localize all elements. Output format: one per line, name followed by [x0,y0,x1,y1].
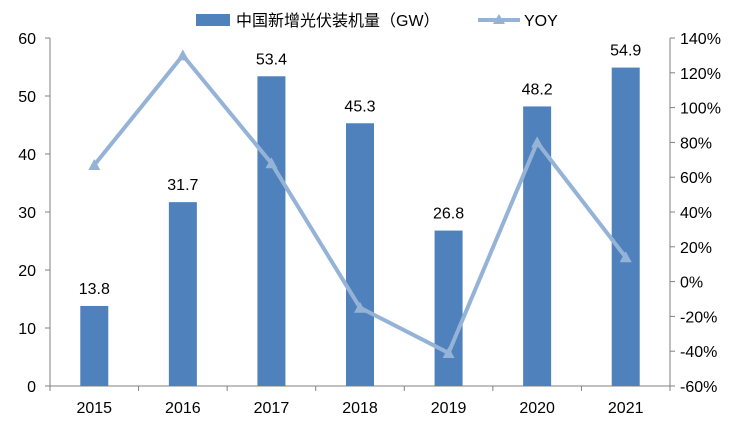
y-left-tick-label: 60 [18,31,36,48]
x-tick-label: 2017 [254,400,290,417]
y-right-tick-label: 140% [680,31,721,48]
bar [257,76,286,386]
legend: 中国新增光伏装机量（GW） YOY [196,12,558,30]
y-left-tick-label: 40 [18,147,36,164]
y-right-tick-label: -60% [680,379,717,396]
bar [346,123,374,386]
y-left-tick-label: 30 [18,205,36,222]
yoy-point [265,157,278,169]
bar-data-label: 53.4 [256,51,287,68]
y-right-tick-label: 0% [680,275,703,292]
legend-line-marker [493,14,505,24]
yoy-point [88,159,101,171]
y-right-tick-label: 80% [680,135,712,152]
bar-series [80,67,640,386]
y-right-tick-label: 120% [680,66,721,83]
y-left-tick-label: 50 [18,89,36,106]
yoy-point [619,251,632,263]
x-tick-label: 2018 [342,400,378,417]
y-right-tick-label: 100% [680,101,721,118]
yoy-point [354,301,366,313]
bar [611,67,640,386]
y-right-tick-label: -20% [680,309,717,326]
yoy-point [442,346,455,358]
yoy-line-series [88,49,632,358]
yoy-point [176,49,189,61]
y-left-tick-label: 20 [18,263,36,280]
bar [434,230,463,386]
bar [168,202,197,386]
y-right-tick-label: 40% [680,205,712,222]
bar-data-label: 31.7 [167,177,198,194]
yoy-point [531,136,544,148]
bar-data-label: 54.9 [610,43,641,60]
x-tick-label: 2021 [608,400,644,417]
legend-bar-swatch [196,14,230,26]
bar-data-label: 48.2 [522,81,553,98]
data-labels: 13.8 31.7 53.4 45.3 26.8 48.2 54.9 [79,43,642,298]
y-left-tick-label: 0 [27,379,36,396]
axes: 0 10 20 30 40 50 60 -60% -40% -20% 0% 20% 40% 60% 80% 1… [18,31,721,417]
x-tick-label: 2019 [431,400,467,417]
legend-line-label: YOY [524,13,558,30]
bar [523,106,552,386]
legend-bar-label: 中国新增光伏装机量（GW） [236,12,440,30]
y-right-tick-label: 60% [680,170,712,187]
bar-data-label: 26.8 [433,206,464,223]
x-tick-label: 2020 [519,400,555,417]
x-tick-label: 2015 [76,400,112,417]
y-right-tick-label: -40% [680,344,717,361]
y-left-tick-label: 10 [18,321,36,338]
x-tick-label: 2016 [165,400,201,417]
y-right-tick-label: 20% [680,240,712,257]
bar [80,305,109,386]
bar-data-label: 45.3 [344,98,375,115]
bar-data-label: 13.8 [79,281,110,298]
